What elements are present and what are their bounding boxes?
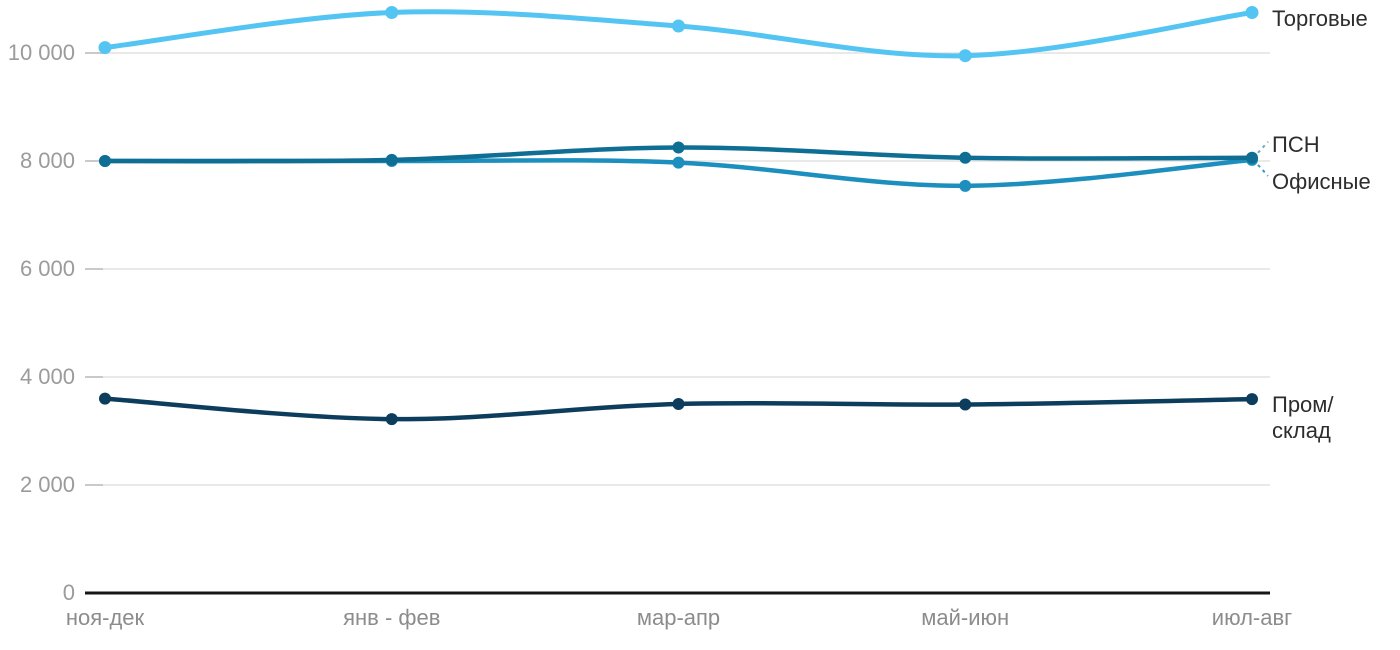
label-connector-ПСН xyxy=(1257,141,1269,154)
y-axis-label: 8 000 xyxy=(19,148,75,173)
y-axis-label: 4 000 xyxy=(19,364,75,389)
y-axis-label: 2 000 xyxy=(19,472,75,497)
data-point-Пром/склад-3[interactable] xyxy=(959,398,972,411)
y-axis-label: 6 000 xyxy=(19,256,75,281)
data-point-Торговые-4[interactable] xyxy=(1245,6,1259,19)
series-label-torgovye: Торговые xyxy=(1272,5,1368,31)
y-axis-label: 0 xyxy=(62,580,75,605)
data-point-ПСН-4[interactable] xyxy=(1246,151,1258,164)
label-connector-Офисные xyxy=(1257,164,1269,177)
data-point-ПСН-0[interactable] xyxy=(99,155,111,167)
data-point-ПСН-2[interactable] xyxy=(672,141,685,154)
data-point-Офисные-2[interactable] xyxy=(672,156,685,169)
data-point-Пром/склад-0[interactable] xyxy=(99,392,111,405)
series-label-psn: ПСН xyxy=(1272,131,1320,157)
data-point-Пром/склад-2[interactable] xyxy=(672,398,685,410)
x-axis-label: май-июн xyxy=(921,605,1010,630)
data-point-Торговые-2[interactable] xyxy=(672,19,685,33)
series-line-Торговые xyxy=(102,9,1255,59)
data-point-Офисные-3[interactable] xyxy=(959,179,972,192)
data-point-Торговые-0[interactable] xyxy=(98,41,112,55)
series-label-ofisnye: Офисные xyxy=(1272,168,1371,194)
data-point-ПСН-1[interactable] xyxy=(385,153,398,166)
x-axis-label: ноя-дек xyxy=(65,605,145,630)
x-axis-label: янв - фев xyxy=(343,605,441,630)
series-label-prom-sklad: Пром/ склад xyxy=(1272,392,1334,444)
data-point-Торговые-1[interactable] xyxy=(385,6,399,19)
x-axis-label: июл-авг xyxy=(1211,605,1293,630)
data-point-ПСН-3[interactable] xyxy=(959,151,972,164)
x-axis-label: мар-апр xyxy=(636,605,721,630)
y-axis-label: 10 000 xyxy=(7,40,75,65)
data-point-Пром/склад-1[interactable] xyxy=(385,413,398,426)
data-point-Торговые-3[interactable] xyxy=(958,49,972,63)
data-point-Пром/склад-4[interactable] xyxy=(1246,393,1258,406)
